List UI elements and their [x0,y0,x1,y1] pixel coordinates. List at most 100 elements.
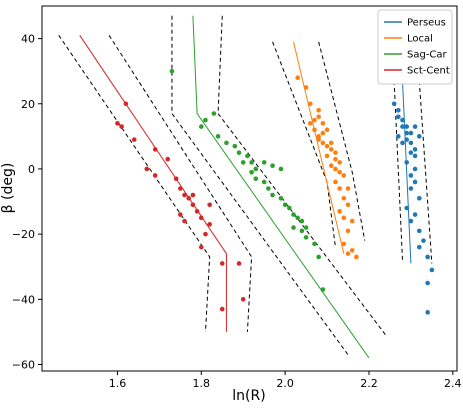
perseus-point [416,134,422,139]
sct-cent-point [194,209,200,214]
sag-car-point [240,160,246,165]
local-point [349,218,355,224]
perseus-bound-1 [393,80,404,261]
sct-cent-fit-line [79,35,227,332]
local-point [295,75,301,80]
perseus-point [412,124,418,129]
perseus-point [421,238,426,243]
legend-box [377,9,453,85]
perseus-point [416,228,422,234]
local-point [303,85,309,90]
y-tick-label: −60 [12,358,35,371]
sag-car-point [211,111,217,116]
sag-car-bound-2 [217,15,387,336]
local-point [316,137,321,142]
local-point [320,130,326,136]
sag-car-point [249,160,254,165]
perseus-point [408,218,414,224]
sct-cent-point [198,215,204,221]
local-point [341,195,347,201]
sct-cent-point [178,186,183,191]
local-point [337,209,342,214]
local-point [324,153,330,159]
sag-car-point [282,202,288,208]
local-point [307,121,313,126]
sct-cent-point [186,195,192,201]
legend-label-local: Local [407,34,433,45]
x-tick-label: 1.6 [109,377,127,390]
local-point [337,160,342,165]
perseus-point [408,150,414,155]
y-tick-label: 20 [21,98,35,111]
local-point [345,186,351,191]
local-point [345,228,351,234]
local-point [333,179,338,185]
local-point [341,173,347,178]
sct-cent-point [219,306,225,312]
sct-cent-bound-1 [58,35,211,332]
local-point [328,147,334,152]
sct-cent-point [144,166,150,172]
sct-cent-point [207,202,212,208]
local-point [345,202,351,208]
x-tick-label: 2.4 [444,377,462,390]
local-point [328,140,334,146]
local-point [307,101,313,107]
sct-cent-point [190,192,196,198]
perseus-point [412,166,418,172]
local-point [333,166,338,172]
sct-cent-point [203,231,208,237]
sct-cent-point [240,297,246,302]
sct-cent-point [219,261,225,266]
y-tick-label: −40 [12,293,35,306]
local-point [337,169,342,175]
perseus-point [416,244,422,250]
y-axis: −60 −40 −20 0 20 40 [12,33,42,371]
perseus-point [404,137,409,142]
sag-car-point [299,218,305,224]
perseus-point [412,179,418,185]
sag-car-point [253,176,259,182]
sct-cent-point [207,222,212,227]
perseus-point [396,134,401,139]
perseus-point [408,130,414,136]
perseus-point [404,130,409,136]
local-point [312,127,317,133]
sag-car-point [261,179,267,185]
perseus-point [408,173,414,178]
sag-car-point [299,228,305,234]
sag-car-point [266,186,271,191]
local-point [337,186,342,191]
sag-car-point [249,169,254,175]
local-point [349,248,355,253]
local-point [341,241,347,247]
y-axis-title: β (deg) [0,163,16,214]
perseus-point [400,124,405,129]
sag-car-point [320,287,326,292]
sct-cent-point [236,261,242,266]
perseus-point [408,186,414,191]
sag-car-point [236,150,242,155]
sct-cent-point [115,121,120,126]
perseus-point [425,310,430,315]
sag-car-point [316,254,321,260]
local-point [316,114,321,120]
sct-cent-point [173,176,179,182]
y-tick-label: 40 [21,33,35,46]
sct-cent-point [182,192,187,198]
perseus-point [408,140,414,146]
local-point [316,134,321,139]
sag-car-point [291,212,296,217]
sag-car-point [224,140,229,146]
sag-car-point [198,124,204,129]
sag-car-point [245,153,250,159]
x-axis: 1.6 1.8 2.0 2.2 2.4 [109,371,462,390]
x-tick-label: 1.8 [193,377,211,390]
sct-cent-point [123,101,129,107]
sag-car-point [287,205,292,211]
legend-label-sag-car: Sag-Car [407,50,448,61]
legend: Perseus Local Sag-Car Sct-Cent [377,9,453,85]
x-tick-label: 2.0 [276,377,294,390]
sag-car-point [261,160,267,165]
sag-car-point [303,225,309,230]
